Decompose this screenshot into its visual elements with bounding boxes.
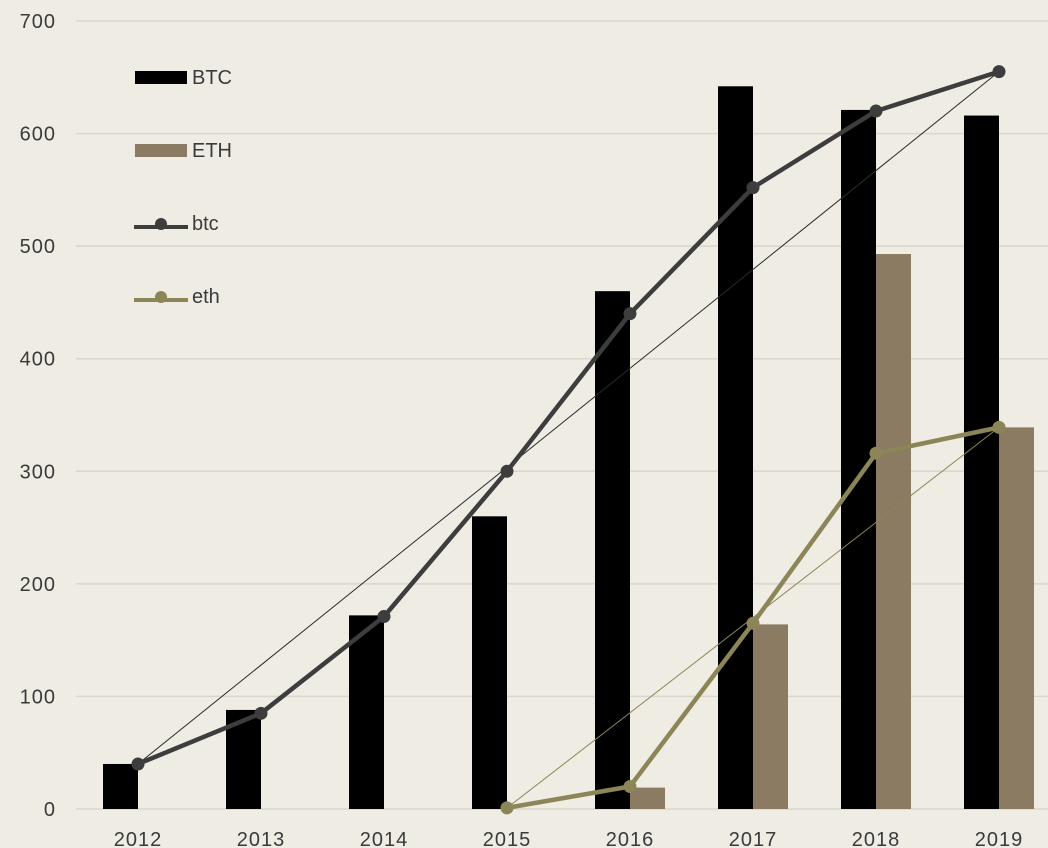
x-tick-label: 2012 bbox=[114, 829, 163, 848]
y-tick-label: 500 bbox=[20, 236, 56, 258]
x-tick-label: 2017 bbox=[729, 829, 778, 848]
y-tick-label: 0 bbox=[44, 799, 56, 821]
y-tick-label: 200 bbox=[20, 574, 56, 596]
point-eth bbox=[869, 446, 883, 460]
y-tick-label: 300 bbox=[20, 461, 56, 483]
bar-btc bbox=[595, 291, 630, 810]
point-btc bbox=[377, 610, 391, 624]
legend-label-ETH: ETH bbox=[192, 140, 232, 162]
point-btc bbox=[992, 65, 1006, 79]
legend-label-BTC: BTC bbox=[192, 67, 232, 89]
y-tick-label: 100 bbox=[20, 686, 56, 708]
legend-marker-eth bbox=[155, 291, 167, 303]
x-tick-label: 2014 bbox=[360, 829, 409, 848]
point-btc bbox=[746, 181, 760, 195]
bar-eth bbox=[876, 254, 911, 810]
point-btc bbox=[131, 757, 145, 771]
point-eth bbox=[746, 616, 760, 630]
bar-eth bbox=[753, 624, 788, 809]
line-btc bbox=[137, 69, 1000, 767]
x-tick-label: 2016 bbox=[606, 829, 655, 848]
y-tick-label: 400 bbox=[20, 349, 56, 371]
legend-swatch-BTC bbox=[135, 71, 187, 84]
point-eth bbox=[623, 779, 637, 793]
trendline-btc bbox=[137, 71, 1000, 765]
bar-eth bbox=[630, 787, 665, 809]
bars bbox=[103, 86, 1034, 810]
point-btc bbox=[623, 307, 637, 321]
x-tick-label: 2019 bbox=[975, 829, 1024, 848]
x-tick-label: 2013 bbox=[237, 829, 286, 848]
y-tick-label: 700 bbox=[20, 11, 56, 33]
point-btc bbox=[500, 464, 514, 478]
x-axis: 2012 2013 2014 2015 2016 2017 2018 2019 bbox=[114, 829, 1024, 848]
legend-label-eth: eth bbox=[192, 286, 220, 308]
bar-btc bbox=[472, 516, 507, 809]
legend-swatch-ETH bbox=[135, 144, 187, 157]
bar-btc bbox=[103, 763, 138, 809]
y-axis: 0 100 200 300 400 500 600 700 bbox=[20, 11, 56, 821]
legend-marker-btc bbox=[155, 218, 167, 230]
bar-btc bbox=[964, 115, 999, 809]
gridlines bbox=[76, 20, 1048, 810]
point-btc bbox=[869, 104, 883, 118]
legend-label-btc: btc bbox=[192, 213, 219, 235]
x-tick-label: 2015 bbox=[483, 829, 532, 848]
bar-btc bbox=[349, 615, 384, 809]
point-btc bbox=[254, 706, 268, 720]
legend: BTC ETH btc eth bbox=[134, 67, 232, 308]
point-eth bbox=[500, 801, 514, 815]
point-eth bbox=[992, 420, 1006, 434]
x-tick-label: 2018 bbox=[852, 829, 901, 848]
bar-eth bbox=[999, 427, 1034, 809]
lines bbox=[131, 65, 1006, 815]
y-tick-label: 600 bbox=[20, 124, 56, 146]
